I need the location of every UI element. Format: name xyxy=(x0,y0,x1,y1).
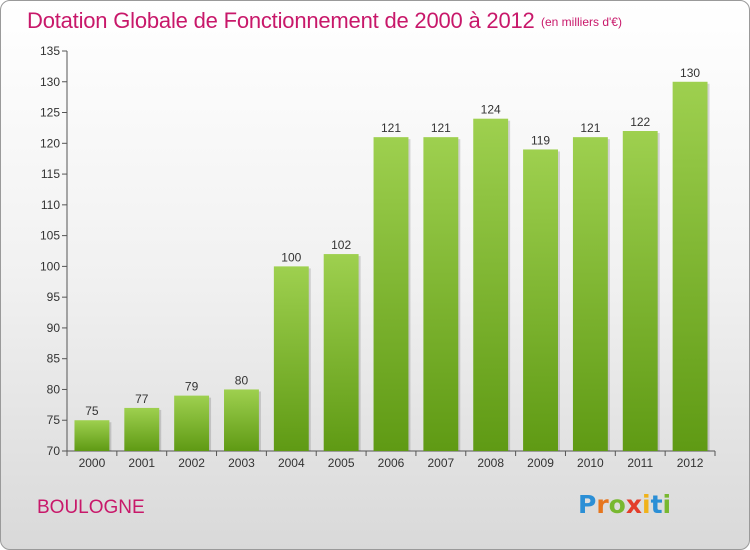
bar-2000 xyxy=(74,420,110,451)
x-tick-label: 2006 xyxy=(378,456,405,470)
logo-letter: t xyxy=(650,490,663,519)
bar-2011 xyxy=(622,131,658,451)
chart-title: Dotation Globale de Fonctionnement de 20… xyxy=(27,8,535,33)
bar-2002 xyxy=(174,395,210,451)
data-label: 102 xyxy=(331,238,351,252)
bar-2001 xyxy=(124,407,160,451)
data-label: 121 xyxy=(580,121,600,135)
data-label: 79 xyxy=(185,380,199,394)
x-tick-label: 2002 xyxy=(178,456,205,470)
x-axis: 2000 2001 2002 2003 2004 2005 2006 2007 2008 2009… xyxy=(66,450,716,470)
x-tick-label: 2010 xyxy=(577,456,604,470)
data-label: 119 xyxy=(531,133,550,147)
y-tick-label: 95 xyxy=(47,290,61,304)
logo-letter: o xyxy=(608,490,626,519)
y-tick-label: 80 xyxy=(47,382,61,396)
chart-subtitle: (en milliers d'€) xyxy=(541,15,622,29)
data-label: 124 xyxy=(481,103,501,117)
y-tick-label: 120 xyxy=(40,136,60,150)
y-tick-label: 75 xyxy=(47,413,61,427)
x-tick-label: 2009 xyxy=(527,456,554,470)
y-axis: 70 75 80 85 90 95 100 105 110 115 120 125 130 135 xyxy=(40,44,68,458)
x-tick-label: 2003 xyxy=(228,456,255,470)
commune-name: BOULOGNE xyxy=(37,497,145,518)
data-labels: 75 77 79 80 100 102 121 121 124 119 121 122 130 xyxy=(85,66,700,418)
bar-2010 xyxy=(572,137,608,451)
x-tick-label: 2012 xyxy=(677,456,704,470)
bar-2006 xyxy=(373,137,409,451)
data-label: 75 xyxy=(85,404,99,418)
bar-2005 xyxy=(323,254,359,451)
data-label: 130 xyxy=(680,66,700,80)
y-tick-label: 105 xyxy=(40,229,60,243)
bars xyxy=(74,81,710,452)
y-tick-label: 100 xyxy=(40,259,60,273)
y-tick-label: 85 xyxy=(47,352,61,366)
x-tick-label: 2000 xyxy=(79,456,106,470)
y-tick-label: 115 xyxy=(41,167,60,181)
bar-2008 xyxy=(473,118,509,451)
data-label: 77 xyxy=(135,392,149,406)
y-tick-label: 70 xyxy=(47,444,61,458)
logo-letter: i xyxy=(642,490,651,519)
data-label: 100 xyxy=(281,250,301,264)
y-tick-label: 130 xyxy=(40,75,60,89)
bar-2009 xyxy=(523,149,558,451)
data-label: 121 xyxy=(381,121,401,135)
x-tick-label: 2004 xyxy=(278,456,305,470)
data-label: 122 xyxy=(630,115,650,129)
data-label: 80 xyxy=(235,373,249,387)
logo-letter: i xyxy=(662,490,672,519)
x-tick-label: 2011 xyxy=(627,456,653,470)
logo-letter: P xyxy=(578,490,597,519)
bar-2003 xyxy=(224,389,259,451)
bar-2012 xyxy=(672,81,708,452)
x-tick-label: 2005 xyxy=(328,456,355,470)
x-tick-label: 2008 xyxy=(477,456,504,470)
y-tick-label: 90 xyxy=(47,321,61,335)
y-tick-label: 110 xyxy=(41,198,60,212)
data-label: 121 xyxy=(431,121,451,135)
bar-2004 xyxy=(273,266,309,451)
logo-letter: x xyxy=(625,490,642,519)
y-tick-label: 125 xyxy=(40,106,60,120)
x-tick-label: 2001 xyxy=(128,456,155,470)
logo-letter: r xyxy=(596,490,609,519)
x-tick-label: 2007 xyxy=(427,456,454,470)
bar-2007 xyxy=(423,137,459,451)
proxiti-logo[interactable]: Proxiti xyxy=(578,490,671,519)
y-tick-label: 135 xyxy=(40,44,60,58)
